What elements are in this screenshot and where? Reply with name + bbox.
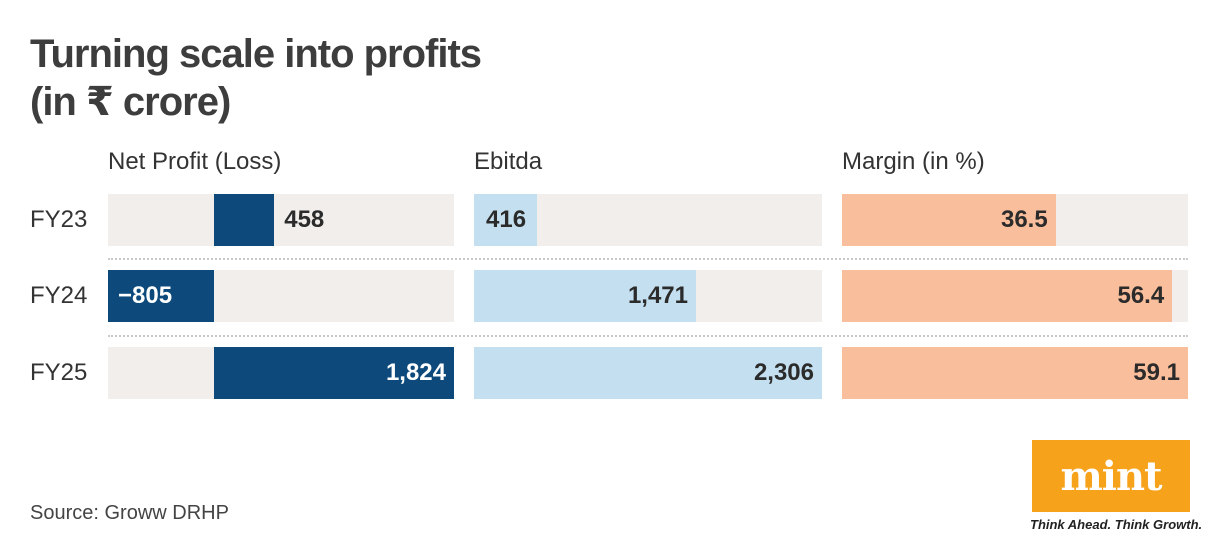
chart-title: Turning scale into profits (in ₹ crore): [30, 30, 482, 126]
net-profit-value-label: 458: [284, 206, 325, 233]
net-profit-value-label: 1,824: [385, 359, 446, 386]
net-profit-track: −805: [108, 270, 454, 322]
ebitda-track: 2,306: [474, 347, 822, 399]
title-line-1: Turning scale into profits: [30, 32, 482, 76]
ebitda-bar: [474, 347, 822, 399]
row-label-fy23: FY23: [30, 206, 88, 233]
margin-value-label: 59.1: [1133, 359, 1180, 386]
row-divider: [108, 258, 1188, 260]
margin-value-label: 56.4: [1117, 282, 1165, 309]
margin-track: 56.4: [842, 270, 1188, 322]
margin-value-label: 36.5: [1000, 206, 1048, 233]
ebitda-value-label: 416: [486, 206, 527, 233]
net-profit-header: Net Profit (Loss): [108, 148, 282, 175]
row-label-fy25: FY25: [30, 359, 88, 386]
net-profit-track: 458: [108, 194, 454, 246]
net-profit-bar: [213, 194, 275, 246]
net-profit-track: 1,824: [108, 347, 454, 399]
net-profit-bar: [213, 347, 454, 399]
ebitda-track: 416: [474, 194, 822, 246]
title-line-2: (in ₹ crore): [30, 80, 231, 124]
margin-bar: [842, 270, 1173, 322]
margin-bar: [842, 347, 1188, 399]
margin-bar: [842, 194, 1056, 246]
source-note: Source: Groww DRHP: [30, 502, 229, 524]
ebitda-track: 1,471: [474, 270, 822, 322]
row-label-fy24: FY24: [30, 282, 88, 309]
margin-track: 36.5: [842, 194, 1188, 246]
row-divider: [108, 335, 1188, 337]
ebitda-bar: [474, 270, 696, 322]
mint-logo-text: mint: [1060, 452, 1162, 500]
net-profit-bar: [108, 270, 214, 322]
ebitda-header: Ebitda: [474, 148, 543, 175]
ebitda-value-label: 1,471: [627, 282, 688, 309]
mint-tagline: Think Ahead. Think Growth.: [1030, 517, 1203, 532]
mint-logo: mint: [1032, 440, 1190, 512]
margin-track: 59.1: [842, 347, 1188, 399]
net-profit-value-label: −805: [118, 282, 173, 309]
ebitda-bar: [474, 194, 537, 246]
ebitda-value-label: 2,306: [753, 359, 814, 386]
margin-header: Margin (in %): [842, 148, 985, 175]
